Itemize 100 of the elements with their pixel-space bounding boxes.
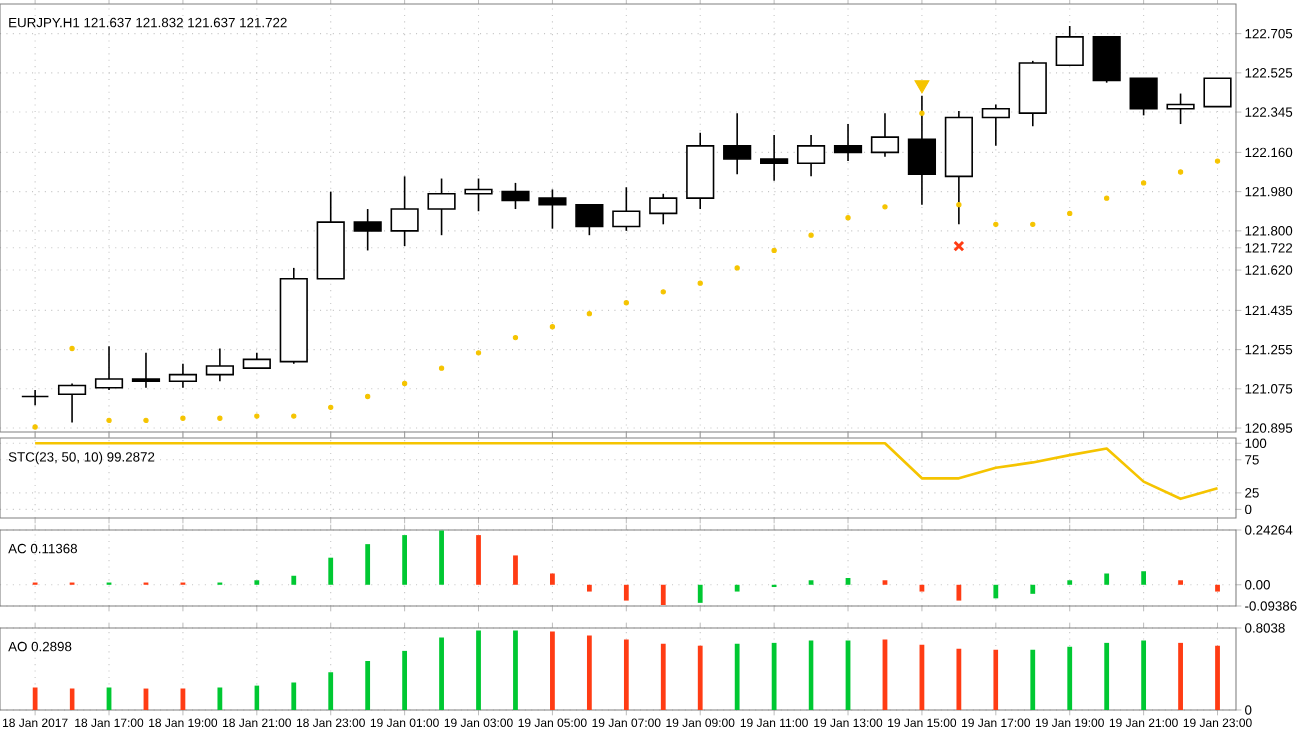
bar	[513, 630, 518, 710]
point	[1177, 169, 1184, 175]
point	[956, 202, 962, 208]
bar	[291, 575, 297, 585]
candlestick	[833, 123, 863, 162]
bar	[1215, 584, 1220, 592]
point	[771, 247, 777, 254]
point	[254, 413, 260, 419]
point	[919, 110, 925, 116]
point	[143, 417, 149, 424]
bar	[550, 631, 555, 710]
point	[1140, 180, 1147, 186]
bar	[623, 584, 629, 601]
bar	[660, 643, 666, 710]
candlestick	[131, 352, 161, 389]
candlestick	[94, 345, 124, 391]
candlestick	[760, 134, 789, 182]
bar	[476, 535, 481, 585]
bar	[32, 687, 38, 710]
point	[953, 240, 965, 252]
bar	[956, 648, 962, 710]
point	[914, 80, 930, 94]
bar	[623, 639, 629, 710]
bar	[476, 630, 481, 710]
point	[845, 215, 851, 221]
point	[1214, 158, 1221, 164]
candlestick	[796, 134, 826, 178]
candlestick	[1203, 77, 1232, 108]
bar	[439, 530, 444, 585]
point	[32, 424, 38, 430]
bar	[402, 535, 408, 585]
candlestick	[168, 362, 198, 389]
candlestick	[427, 177, 456, 236]
bar	[1178, 642, 1183, 710]
point	[180, 415, 186, 421]
point	[623, 300, 629, 306]
candlestick	[501, 182, 530, 210]
point	[1104, 195, 1110, 201]
candlestick	[649, 192, 678, 226]
bar	[365, 661, 371, 710]
bar	[1104, 573, 1110, 585]
candlestick	[1092, 36, 1121, 84]
point	[69, 345, 75, 352]
point	[401, 380, 408, 387]
candlestick	[464, 177, 493, 213]
point	[475, 350, 482, 356]
bar	[439, 637, 444, 710]
bar	[586, 635, 592, 710]
bar	[1030, 584, 1036, 594]
candlestick	[205, 347, 234, 383]
candlestick	[538, 188, 567, 230]
candlestick	[57, 382, 87, 424]
point	[549, 324, 556, 330]
candlestick	[612, 186, 641, 232]
bar	[1215, 645, 1220, 710]
bar	[993, 584, 999, 599]
bar	[328, 557, 334, 585]
candlestick	[353, 208, 382, 252]
bar	[513, 555, 518, 585]
candlestick	[907, 94, 937, 206]
point	[734, 265, 740, 271]
bar	[365, 544, 371, 585]
bar	[217, 687, 223, 710]
bar	[550, 573, 555, 585]
bar	[660, 584, 666, 606]
point	[697, 280, 703, 286]
bar	[697, 645, 703, 710]
point	[586, 310, 593, 317]
bar	[291, 682, 297, 710]
bar	[1030, 649, 1036, 710]
bar	[1104, 642, 1110, 710]
bar	[1141, 571, 1147, 585]
point	[1030, 221, 1036, 227]
bar	[1141, 640, 1147, 710]
bar	[402, 650, 408, 710]
candlestick	[390, 175, 419, 247]
candlestick	[1129, 77, 1158, 117]
point	[1067, 210, 1073, 217]
candlestick	[1166, 92, 1195, 125]
candlestick	[870, 112, 900, 158]
point	[882, 204, 888, 210]
bar	[328, 672, 334, 710]
bar	[734, 584, 740, 592]
point	[217, 415, 223, 421]
candlestick	[981, 103, 1010, 147]
point	[328, 404, 334, 411]
candlestick	[1055, 25, 1084, 67]
bar	[734, 643, 740, 710]
bar	[1067, 646, 1073, 710]
point	[291, 413, 297, 419]
candlestick	[575, 203, 604, 236]
point	[993, 221, 999, 227]
point	[808, 232, 814, 238]
bar	[956, 584, 962, 601]
point	[438, 365, 445, 371]
point	[660, 289, 666, 295]
bar	[771, 642, 777, 710]
point	[365, 393, 371, 400]
candlestick	[723, 112, 752, 175]
point	[512, 334, 519, 341]
